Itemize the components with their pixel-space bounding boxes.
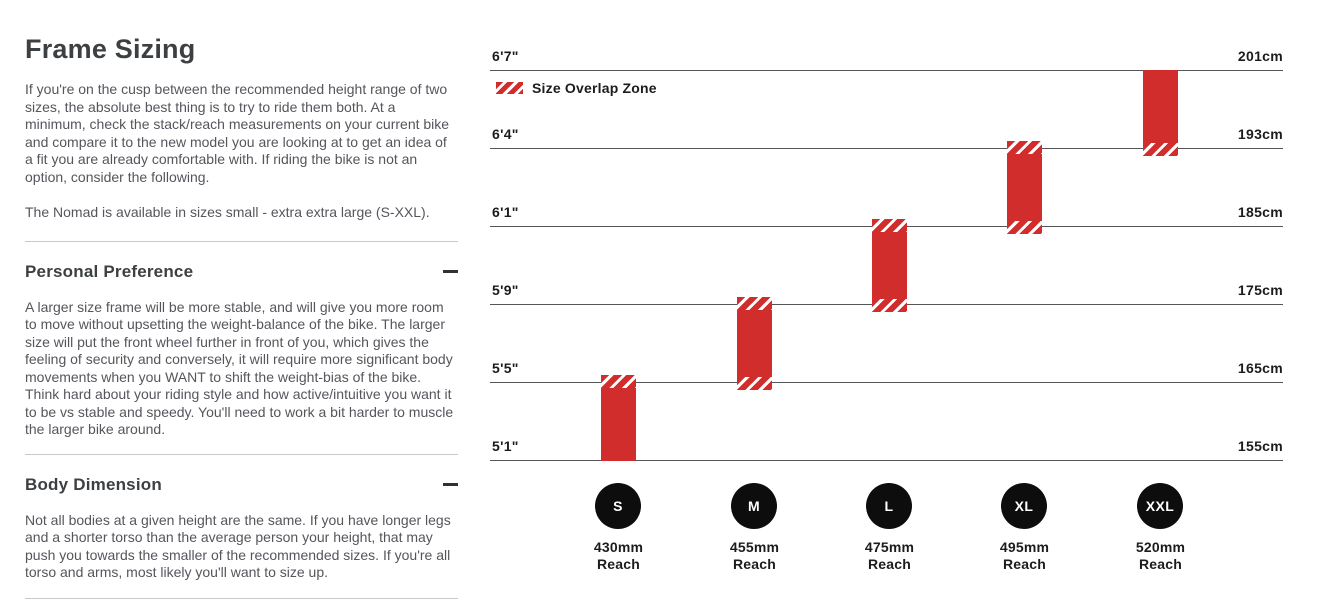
legend-label: Size Overlap Zone — [532, 80, 657, 96]
bar-size-l — [872, 219, 907, 312]
bar-size-xxl — [1143, 70, 1178, 156]
size-badge-label: XXL — [1145, 498, 1175, 514]
reach-word: Reach — [596, 556, 641, 572]
overlap-zone-top — [737, 297, 772, 310]
reach-value: 520mm — [1135, 539, 1186, 555]
text-column: Frame Sizing If you're on the cusp betwe… — [25, 34, 458, 599]
reach-word: Reach — [867, 556, 912, 572]
reach-value: 430mm — [593, 539, 644, 555]
reach-word: Reach — [1138, 556, 1183, 572]
gridline-155cm — [490, 460, 1283, 461]
section-title-body-dimension: Body Dimension — [25, 474, 162, 494]
overlap-zone-bottom — [872, 299, 907, 312]
overlap-zone-top — [601, 375, 636, 388]
size-badge-xl: XL — [1001, 483, 1047, 529]
divider — [25, 597, 458, 599]
size-badge-label: S — [613, 498, 623, 514]
tick-imperial-5-1: 5'1" — [492, 438, 519, 454]
tick-metric-185cm: 185cm — [1237, 204, 1283, 220]
overlap-hatch-swatch-icon — [496, 82, 523, 94]
bar-size-s — [601, 375, 636, 461]
bar-size-m — [737, 297, 772, 390]
tick-imperial-6-7: 6'7" — [492, 48, 519, 64]
reach-label-l: 475mm Reach — [844, 539, 935, 573]
overlap-zone-bottom — [1143, 143, 1178, 156]
tick-metric-175cm: 175cm — [1237, 282, 1283, 298]
accordion-header-body-dimension[interactable]: Body Dimension — [25, 455, 458, 512]
page-title: Frame Sizing — [25, 34, 196, 64]
bar-size-xl — [1007, 141, 1042, 234]
personal-preference-body: A larger size frame will be more stable,… — [25, 298, 454, 438]
tick-imperial-5-9: 5'9" — [492, 282, 519, 298]
reach-value: 475mm — [864, 539, 915, 555]
size-badge-m: M — [731, 483, 777, 529]
tick-metric-201cm: 201cm — [1237, 48, 1283, 64]
tick-imperial-6-4: 6'4" — [492, 126, 519, 142]
tick-metric-165cm: 165cm — [1237, 360, 1283, 376]
gridline-165cm — [490, 382, 1283, 383]
overlap-zone-top — [872, 219, 907, 232]
collapse-minus-icon[interactable] — [443, 483, 458, 486]
divider — [25, 240, 458, 242]
reach-word: Reach — [1002, 556, 1047, 572]
accordion-header-personal-preference[interactable]: Personal Preference — [25, 242, 458, 299]
legend: Size Overlap Zone — [496, 80, 657, 96]
reach-word: Reach — [732, 556, 777, 572]
gridline-193cm — [490, 148, 1283, 149]
reach-label-xl: 495mm Reach — [979, 539, 1070, 573]
size-badge-xxl: XXL — [1137, 483, 1183, 529]
reach-label-xxl: 520mm Reach — [1115, 539, 1206, 573]
reach-value: 455mm — [729, 539, 780, 555]
frame-sizing-chart: 6'7" 6'4" 6'1" 5'9" 5'5" 5'1" 201cm 193c… — [490, 0, 1283, 609]
collapse-minus-icon[interactable] — [443, 270, 458, 273]
size-badge-label: M — [747, 498, 761, 514]
tick-metric-155cm: 155cm — [1237, 438, 1283, 454]
size-badge-label: L — [884, 498, 894, 514]
reach-label-m: 455mm Reach — [709, 539, 800, 573]
size-badge-label: XL — [1014, 498, 1034, 514]
tick-imperial-5-5: 5'5" — [492, 360, 519, 376]
availability-paragraph: The Nomad is available in sizes small - … — [25, 204, 430, 220]
body-dimension-body: Not all bodies at a given height are the… — [25, 511, 451, 581]
reach-label-s: 430mm Reach — [573, 539, 664, 573]
gridline-201cm — [490, 70, 1283, 71]
overlap-zone-bottom — [1007, 221, 1042, 234]
size-badge-l: L — [866, 483, 912, 529]
tick-imperial-6-1: 6'1" — [492, 204, 519, 220]
divider — [25, 453, 458, 455]
reach-value: 495mm — [999, 539, 1050, 555]
overlap-zone-bottom — [737, 377, 772, 390]
overlap-zone-top — [1007, 141, 1042, 154]
section-title-personal-preference: Personal Preference — [25, 261, 194, 281]
intro-paragraph: If you're on the cusp between the recomm… — [25, 81, 450, 185]
size-badge-s: S — [595, 483, 641, 529]
tick-metric-193cm: 193cm — [1237, 126, 1283, 142]
